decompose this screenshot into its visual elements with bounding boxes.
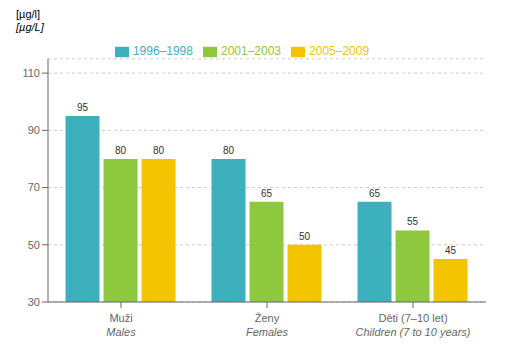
html-text:[µg/L]: [µg/L] (16, 21, 44, 33)
svg-text:30: 30 (28, 296, 40, 308)
svg-text:70: 70 (28, 181, 40, 193)
html-text:1996–1998: 1996–1998 (132, 44, 193, 58)
svg-text:110: 110 (22, 67, 40, 79)
svg-text:95: 95 (77, 102, 89, 113)
svg-text:45: 45 (445, 245, 457, 256)
html-text:2005–2009: 2005–2009 (309, 44, 370, 58)
html-text:2001–2003: 2001–2003 (221, 44, 281, 58)
svg-text:80: 80 (153, 145, 165, 156)
svg-text:65: 65 (261, 188, 273, 199)
svg-text:50: 50 (28, 239, 40, 251)
svg-text:55: 55 (407, 216, 419, 227)
html-text:[µg/l]: [µg/l] (16, 8, 41, 20)
svg-text:80: 80 (115, 145, 127, 156)
svg-text:MužiMales: MužiMales (106, 312, 136, 338)
svg-text:ŽenyFemales: ŽenyFemales (246, 312, 289, 338)
svg-text:65: 65 (369, 188, 381, 199)
svg-text:Děti (7–10 let)Children (7 to: Děti (7–10 let)Children (7 to 10 years) (356, 312, 471, 338)
svg-text:90: 90 (28, 124, 40, 136)
svg-text:80: 80 (223, 145, 235, 156)
svg-text:50: 50 (299, 231, 311, 242)
